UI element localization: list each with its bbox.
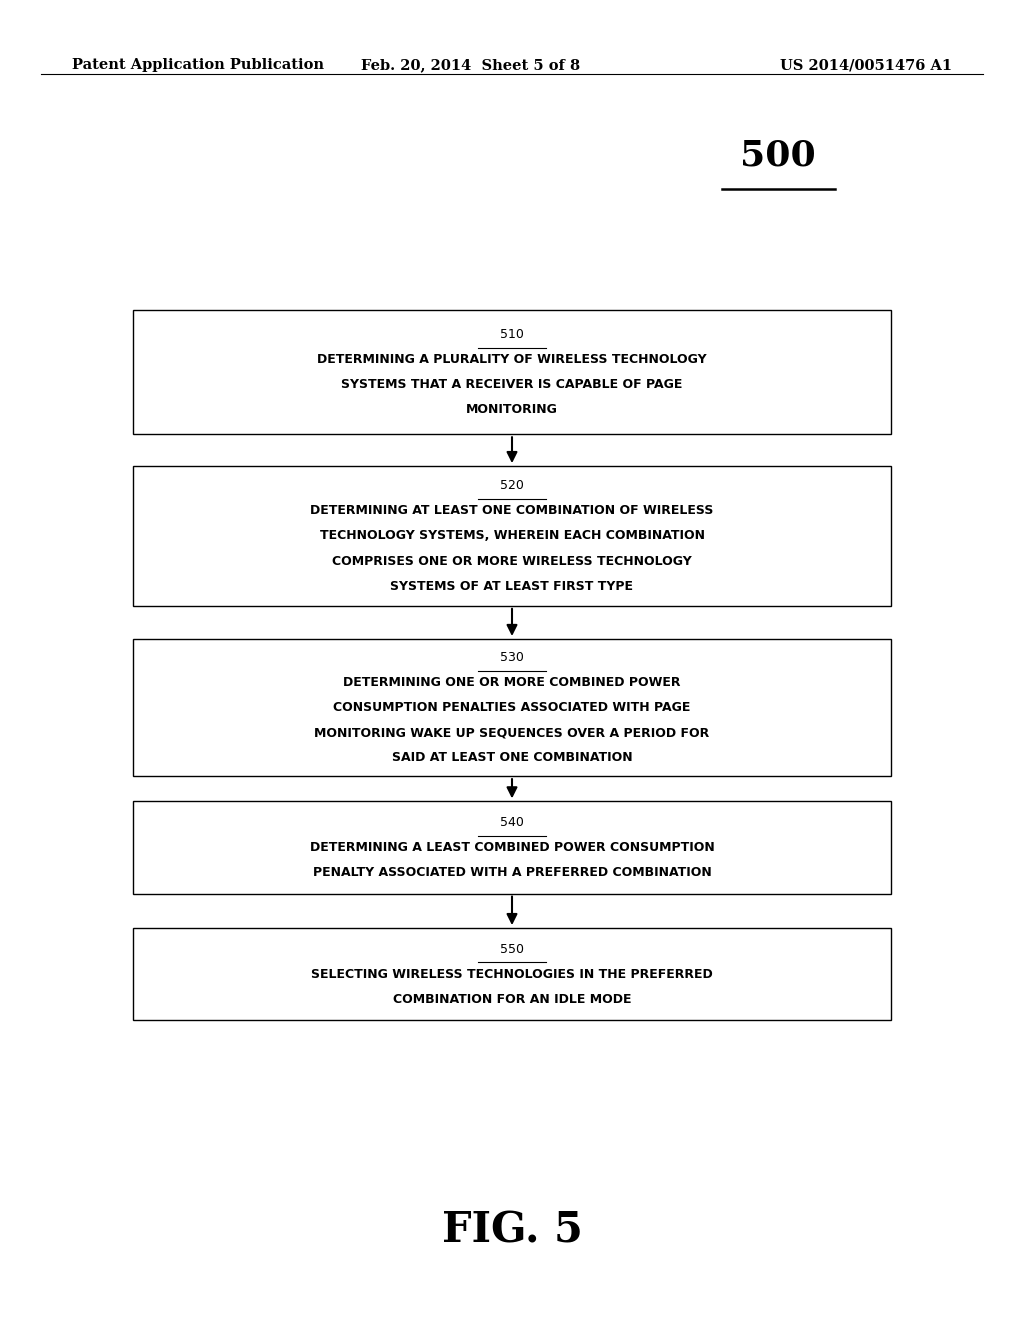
Text: SYSTEMS THAT A RECEIVER IS CAPABLE OF PAGE: SYSTEMS THAT A RECEIVER IS CAPABLE OF PA… [341,379,683,391]
Text: COMBINATION FOR AN IDLE MODE: COMBINATION FOR AN IDLE MODE [393,993,631,1006]
Text: DETERMINING AT LEAST ONE COMBINATION OF WIRELESS: DETERMINING AT LEAST ONE COMBINATION OF … [310,504,714,517]
Text: TECHNOLOGY SYSTEMS, WHEREIN EACH COMBINATION: TECHNOLOGY SYSTEMS, WHEREIN EACH COMBINA… [319,529,705,543]
Text: 530: 530 [500,651,524,664]
Text: US 2014/0051476 A1: US 2014/0051476 A1 [780,58,952,73]
Text: 500: 500 [740,139,816,173]
Text: MONITORING WAKE UP SEQUENCES OVER A PERIOD FOR: MONITORING WAKE UP SEQUENCES OVER A PERI… [314,726,710,739]
Text: 510: 510 [500,329,524,341]
Bar [133,639,891,776]
Bar [133,310,891,434]
Text: PENALTY ASSOCIATED WITH A PREFERRED COMBINATION: PENALTY ASSOCIATED WITH A PREFERRED COMB… [312,866,712,879]
Text: CONSUMPTION PENALTIES ASSOCIATED WITH PAGE: CONSUMPTION PENALTIES ASSOCIATED WITH PA… [334,701,690,714]
Text: FIG. 5: FIG. 5 [441,1209,583,1251]
Bar [133,801,891,894]
Text: 540: 540 [500,816,524,829]
Text: SELECTING WIRELESS TECHNOLOGIES IN THE PREFERRED: SELECTING WIRELESS TECHNOLOGIES IN THE P… [311,968,713,981]
Text: SAID AT LEAST ONE COMBINATION: SAID AT LEAST ONE COMBINATION [392,751,632,764]
Text: SYSTEMS OF AT LEAST FIRST TYPE: SYSTEMS OF AT LEAST FIRST TYPE [390,579,634,593]
Text: 520: 520 [500,479,524,492]
Text: MONITORING: MONITORING [466,404,558,416]
Text: COMPRISES ONE OR MORE WIRELESS TECHNOLOGY: COMPRISES ONE OR MORE WIRELESS TECHNOLOG… [332,554,692,568]
Bar [133,928,891,1020]
Bar [133,466,891,606]
Text: DETERMINING ONE OR MORE COMBINED POWER: DETERMINING ONE OR MORE COMBINED POWER [343,676,681,689]
Text: DETERMINING A LEAST COMBINED POWER CONSUMPTION: DETERMINING A LEAST COMBINED POWER CONSU… [309,841,715,854]
Text: Feb. 20, 2014  Sheet 5 of 8: Feb. 20, 2014 Sheet 5 of 8 [361,58,581,73]
Text: 550: 550 [500,942,524,956]
Text: Patent Application Publication: Patent Application Publication [72,58,324,73]
Text: DETERMINING A PLURALITY OF WIRELESS TECHNOLOGY: DETERMINING A PLURALITY OF WIRELESS TECH… [317,354,707,366]
